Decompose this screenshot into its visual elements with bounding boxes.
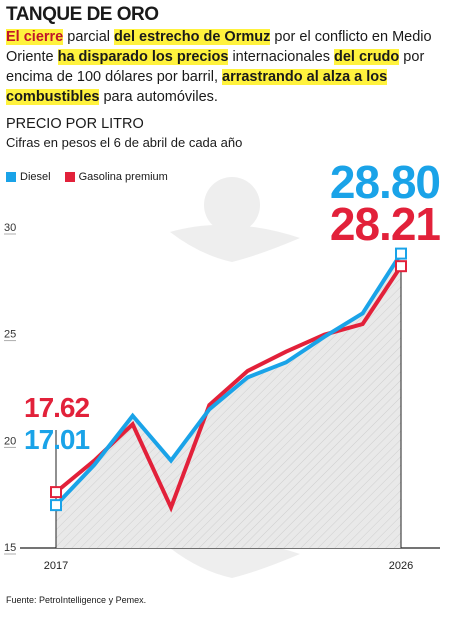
chart-subtitle: Cifras en pesos el 6 de abril de cada añ…: [6, 135, 243, 150]
data-label-gasolina-end: 28.21: [330, 198, 441, 250]
intro-text-2: por el conflicto en Medio Oriente: [6, 29, 432, 65]
intro-text-3: internacionales: [228, 49, 335, 65]
chart-legend: Diesel Gasolina premium: [6, 171, 182, 183]
y-tick-label: 15: [4, 542, 16, 554]
intro-paragraph: El cierre parcial del estrecho de Ormuz …: [6, 27, 446, 107]
point-diesel-end: [395, 247, 407, 260]
y-tick-label: 20: [4, 435, 16, 447]
y-tick-label: 25: [4, 329, 16, 341]
point-gasolina-start: [50, 486, 62, 499]
intro-highlight-4: del crudo: [334, 49, 400, 65]
source-note: Fuente: PetroIntelligence y Pemex.: [6, 595, 147, 605]
x-tick-label: 2017: [44, 560, 68, 572]
intro-highlight-2: del estrecho de Ormuz: [114, 29, 271, 45]
data-label-diesel-end: 28.80: [330, 156, 440, 208]
intro-highlight-1: El cierre: [6, 29, 64, 45]
series-line-diesel: [54, 252, 403, 507]
intro-highlight-3: ha disparado los precios: [57, 49, 229, 65]
point-diesel-start: [50, 499, 62, 512]
legend-label-gasolina: Gasolina premium: [78, 171, 168, 183]
page-title: TANQUE DE ORO: [6, 4, 159, 25]
legend-item-gasolina: Gasolina premium: [64, 171, 168, 183]
legend-swatch-gasolina: [64, 172, 75, 182]
intro-text-1: parcial: [63, 29, 115, 45]
legend-swatch-diesel: [6, 172, 16, 182]
x-tick-label: 2026: [389, 560, 413, 572]
data-label-gasolina-start: 17.62: [24, 392, 89, 423]
area-fill-diesel: [56, 253, 401, 548]
y-tick-label: 30: [4, 222, 16, 234]
data-label-diesel-start: 17.01: [24, 424, 89, 455]
chart-title: PRECIO POR LITRO: [6, 116, 144, 132]
intro-text-5: para automóviles.: [99, 89, 218, 105]
legend-item-diesel: Diesel: [6, 171, 51, 183]
point-gasolina-end: [395, 260, 407, 273]
legend-label-diesel: Diesel: [20, 171, 51, 183]
intro-text-4: por encima de 100 dólares por barril,: [6, 49, 425, 85]
